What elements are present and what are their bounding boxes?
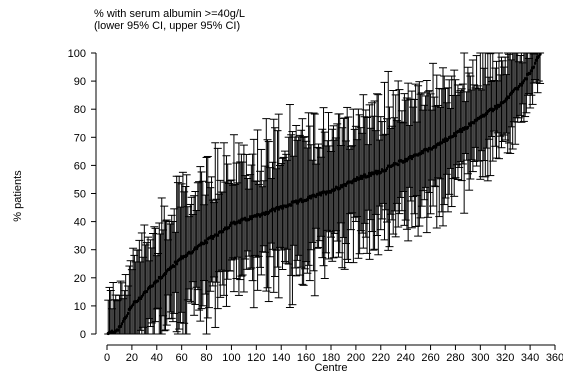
y-tick-label: 80 <box>74 104 86 116</box>
centre-ci <box>229 134 238 293</box>
x-tick-label: 300 <box>471 352 489 364</box>
x-tick-label: 20 <box>126 352 138 364</box>
centre-ci <box>207 176 216 283</box>
centre-ci <box>359 94 368 249</box>
chart-title: % with serum albumin >=40g/L (lower 95% … <box>94 8 245 32</box>
x-tick-label: 0 <box>104 352 110 364</box>
y-tick-label: 30 <box>74 245 86 257</box>
x-tick-label: 340 <box>521 352 539 364</box>
x-tick-label: 160 <box>297 352 315 364</box>
centre-ci <box>190 195 199 316</box>
y-tick-label: 10 <box>74 301 86 313</box>
y-tick-label: 20 <box>74 273 86 285</box>
x-tick-label: 140 <box>272 352 290 364</box>
chart-title-line-2: (lower 95% CI, upper 95% CI) <box>94 20 240 32</box>
chart-title-line-1: % with serum albumin >=40g/L <box>94 8 245 20</box>
y-tick-label: 60 <box>74 160 86 172</box>
x-axis: 0 20 40 60 80 100 120 140 160 180 200 220 240 260 280 3… <box>104 344 563 364</box>
x-tick-label: 260 <box>421 352 439 364</box>
centre-ci <box>278 157 287 271</box>
y-tick-label: 90 <box>74 76 86 88</box>
x-tick-label: 180 <box>322 352 340 364</box>
y-tick-label: 50 <box>74 189 86 201</box>
centre-ci <box>404 82 413 242</box>
x-tick-label: 220 <box>372 352 390 364</box>
centre-ci <box>360 116 369 224</box>
x-tick-label: 80 <box>200 352 212 364</box>
x-tick-label: 60 <box>176 352 188 364</box>
x-tick-label: 320 <box>496 352 514 364</box>
x-tick-label: 100 <box>222 352 240 364</box>
x-tick-label: 200 <box>347 352 365 364</box>
centre-ci <box>182 174 191 335</box>
x-axis-label: Centre <box>314 362 347 374</box>
centre-ci <box>369 115 378 251</box>
x-tick-label: 40 <box>151 352 163 364</box>
y-tick-label: 40 <box>74 217 86 229</box>
x-tick-label: 280 <box>446 352 464 364</box>
y-tick-label: 70 <box>74 132 86 144</box>
y-tick-label: 100 <box>68 48 86 60</box>
centre-ci <box>536 52 545 84</box>
ci-marks <box>104 52 545 336</box>
x-tick-label: 360 <box>546 352 563 364</box>
y-axis-label: % patients <box>12 170 24 222</box>
centre-ci <box>160 205 169 332</box>
x-tick-label: 120 <box>247 352 265 364</box>
y-axis: 0 10 20 30 40 50 60 70 80 90 100 <box>68 48 97 341</box>
y-tick-label: 0 <box>80 329 86 341</box>
x-tick-label: 240 <box>396 352 414 364</box>
centre-ci <box>407 90 416 229</box>
point-estimate <box>538 52 542 56</box>
